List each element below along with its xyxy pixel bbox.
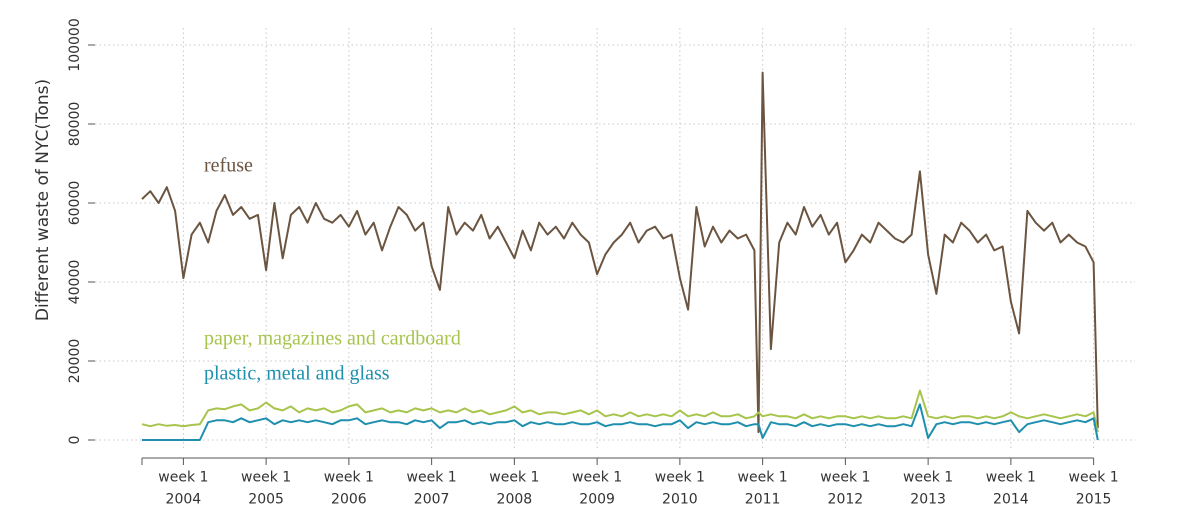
x-tick-label: week 1 2006 (324, 470, 374, 508)
series-line (141, 71, 1099, 434)
y-tick-label: 60000 (67, 181, 83, 226)
x-tick-label: week 1 2007 (407, 470, 457, 508)
y-tick-label: 20000 (67, 339, 83, 384)
y-tick-label: 40000 (67, 260, 83, 305)
y-tick-label: 100000 (67, 18, 83, 71)
x-tick-label: week 1 2014 (986, 470, 1036, 508)
x-tick-label: week 1 2011 (738, 470, 788, 508)
series-label: plastic, metal and glass (204, 363, 390, 385)
x-tick-label: week 1 2004 (158, 470, 208, 508)
y-axis-label: Different waste of NYC(Tons) (33, 79, 53, 321)
x-tick-label: week 1 2012 (820, 470, 870, 508)
series-label: refuse (204, 155, 253, 177)
x-tick-label: week 1 2009 (572, 470, 622, 508)
x-tick-label: week 1 2013 (903, 470, 953, 508)
x-tick-label: week 1 2010 (655, 470, 705, 508)
series-line (142, 403, 1099, 441)
x-tick-label: week 1 2008 (489, 470, 539, 508)
x-tick-label: week 1 2005 (241, 470, 291, 508)
y-tick-label: 80000 (67, 102, 83, 147)
x-tick-label: week 1 2015 (1069, 470, 1119, 508)
series-line (141, 389, 1099, 433)
y-tick-label: 0 (67, 436, 83, 445)
series-label: paper, magazines and cardboard (204, 328, 461, 350)
